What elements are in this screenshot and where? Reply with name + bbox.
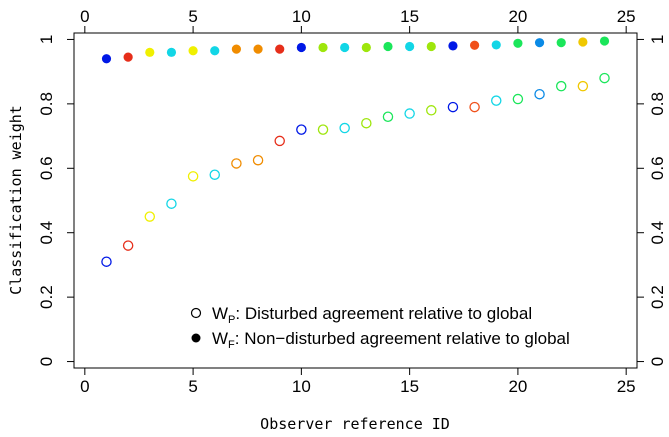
- wf-point: [383, 41, 393, 52]
- wf-point: [469, 40, 480, 50]
- y-tick-label-left: 0.8: [37, 92, 56, 116]
- wp-point: [296, 124, 307, 135]
- wp-point: [231, 158, 242, 169]
- legend-wp-desc: : Disturbed agreement relative to global: [235, 304, 532, 323]
- wp-point: [274, 135, 285, 147]
- wf-point: [145, 47, 155, 57]
- wp-point: [101, 256, 112, 267]
- wf-point: [318, 42, 328, 53]
- wf-point: [101, 54, 112, 64]
- legend: WP: Disturbed agreement relative to glob…: [190, 304, 570, 351]
- legend-wp-main: W: [212, 304, 228, 323]
- wf-point: [253, 44, 263, 54]
- y-tick-label-right: 0.6: [648, 156, 667, 180]
- wf-point: [578, 37, 588, 47]
- x-tick-label-top: 10: [292, 7, 311, 26]
- wp-point: [490, 95, 502, 106]
- legend-wf-sub: F: [228, 339, 235, 351]
- wp-point: [252, 154, 264, 166]
- y-axis-left: 0 0.2 0.4 0.6 0.8 1: [37, 35, 74, 366]
- y-tick-label-left: 0: [37, 357, 56, 366]
- legend-wp-label: WP: Disturbed agreement relative to glob…: [212, 304, 532, 326]
- wf-point: [426, 41, 436, 52]
- wf-point: [361, 42, 371, 53]
- x-axis-top: 0 5 10 15 20 25: [80, 7, 636, 33]
- data-points: [101, 36, 610, 267]
- wp-point: [122, 240, 134, 251]
- y-tick-label-right: 0: [648, 357, 667, 366]
- plot-frame: [73, 32, 638, 369]
- y-tick-label-right: 0.2: [648, 285, 667, 309]
- wp-point: [166, 198, 177, 209]
- wp-point: [512, 93, 524, 105]
- wp-point: [404, 108, 415, 119]
- wp-point: [382, 111, 394, 123]
- x-tick-label-bottom: 25: [617, 377, 636, 396]
- legend-wf-desc: : Non−disturbed agreement relative to gl…: [235, 329, 570, 348]
- wf-point: [405, 41, 415, 52]
- y-tick-label-right: 0.4: [648, 221, 667, 245]
- wf-point: [210, 46, 220, 56]
- wp-point: [447, 101, 459, 113]
- x-tick-label-top: 0: [80, 7, 89, 26]
- wf-point: [513, 38, 523, 48]
- wf-point: [534, 38, 545, 48]
- y-tick-label-left: 0.2: [37, 285, 56, 309]
- wp-point: [555, 80, 567, 92]
- x-tick-label-top: 5: [188, 7, 197, 26]
- wp-point: [469, 101, 480, 113]
- y-tick-label-left: 0.4: [37, 221, 56, 245]
- wp-point: [317, 124, 329, 135]
- legend-wp-marker: [190, 307, 202, 319]
- wf-point: [188, 46, 198, 56]
- y-axis-title: Classification weight: [7, 105, 25, 295]
- x-tick-label-bottom: 0: [80, 377, 89, 396]
- wf-point: [275, 44, 285, 54]
- x-tick-label-top: 20: [508, 7, 527, 26]
- wf-point: [599, 36, 610, 46]
- y-tick-label-left: 1: [37, 35, 56, 44]
- legend-wf-main: W: [212, 329, 228, 348]
- wf-point: [123, 52, 133, 62]
- x-axis-bottom: 0 5 10 15 20 25: [80, 368, 636, 396]
- wp-point: [339, 122, 350, 134]
- wp-point: [426, 105, 437, 116]
- x-tick-label-bottom: 5: [188, 377, 197, 396]
- wp-point: [534, 88, 545, 100]
- wf-point: [491, 40, 501, 50]
- wf-point: [231, 44, 242, 54]
- y-tick-label-right: 0.8: [648, 92, 667, 116]
- wf-point: [556, 38, 566, 48]
- x-tick-label-top: 15: [400, 7, 419, 26]
- wp-point: [187, 171, 199, 182]
- wf-point: [448, 41, 458, 51]
- wf-point: [340, 42, 350, 53]
- x-tick-label-bottom: 20: [508, 377, 527, 396]
- wf-point: [296, 42, 306, 53]
- x-tick-label-bottom: 15: [400, 377, 419, 396]
- x-axis-title: Observer reference ID: [260, 415, 450, 433]
- legend-wf-marker: [191, 333, 201, 343]
- wf-point: [166, 47, 177, 57]
- wp-point: [599, 72, 610, 84]
- y-tick-label-right: 1: [648, 35, 667, 44]
- wp-point: [577, 80, 589, 92]
- y-axis-right: 0 0.2 0.4 0.6 0.8 1: [637, 35, 667, 366]
- legend-wp-sub: P: [228, 314, 235, 326]
- wp-point: [209, 169, 220, 180]
- x-tick-label-top: 25: [617, 7, 636, 26]
- legend-wf-label: WF: Non−disturbed agreement relative to …: [212, 329, 570, 351]
- wp-point: [144, 211, 156, 222]
- y-tick-label-left: 0.6: [37, 156, 56, 180]
- x-tick-label-bottom: 10: [292, 377, 311, 396]
- wp-point: [361, 117, 372, 129]
